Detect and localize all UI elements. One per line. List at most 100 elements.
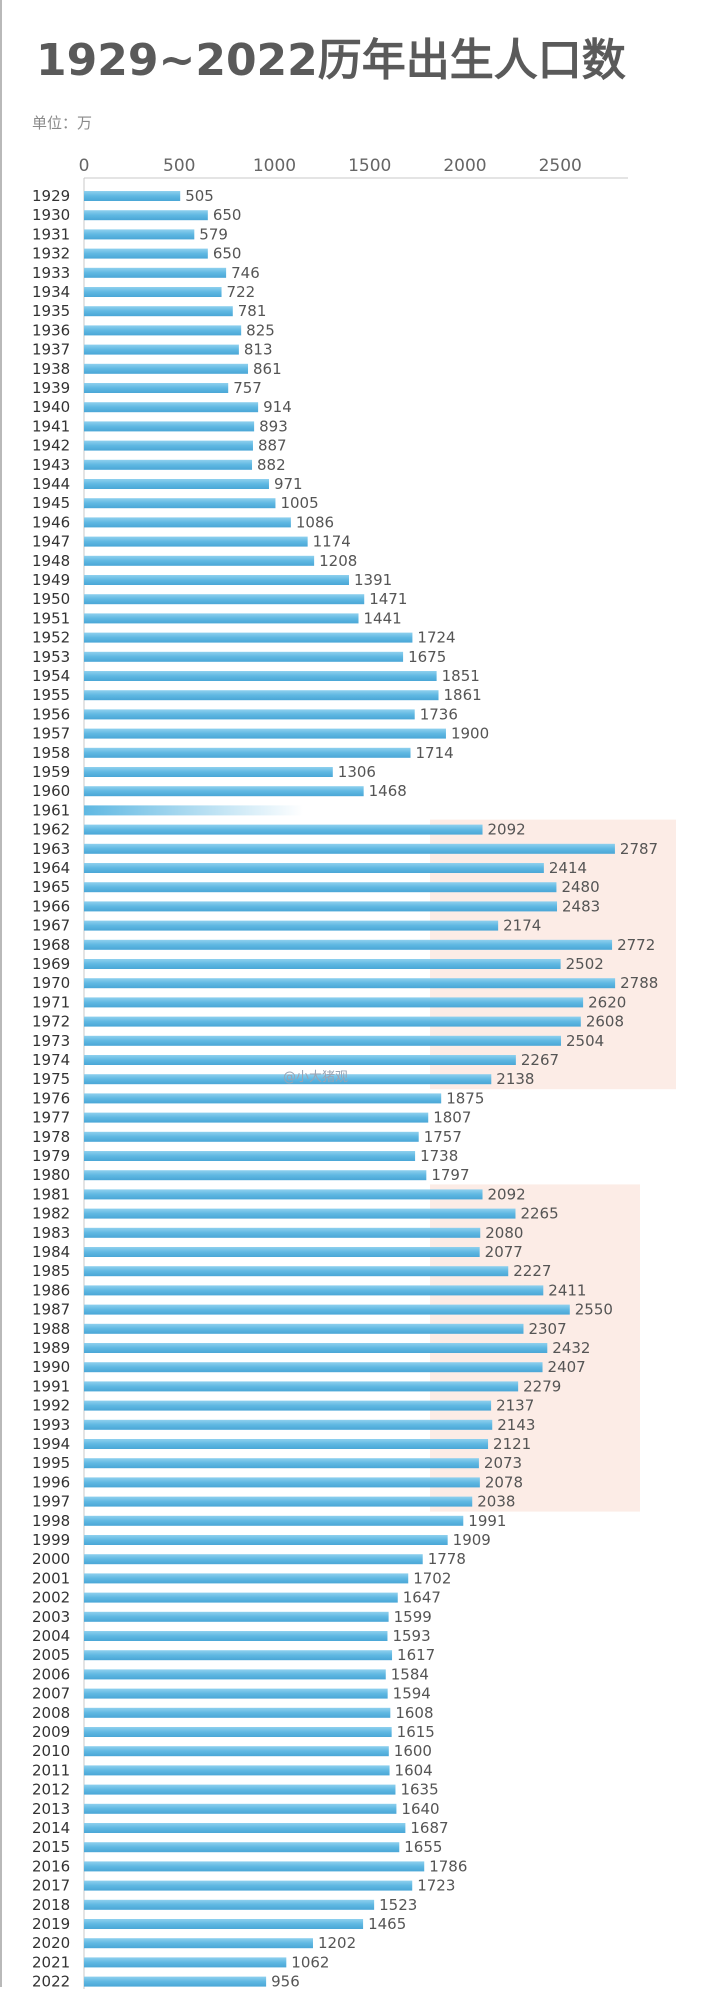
data-label: 2038 <box>477 1493 515 1511</box>
bar <box>84 1439 489 1449</box>
data-label: 1208 <box>319 552 357 570</box>
bar <box>84 267 227 278</box>
bar <box>84 613 359 624</box>
y-tick-label: 1962 <box>32 821 70 839</box>
bar <box>84 1535 448 1545</box>
data-label: 1757 <box>424 1128 462 1146</box>
data-label: 1786 <box>429 1857 467 1875</box>
bar <box>84 1016 581 1027</box>
y-tick-label: 1977 <box>32 1109 70 1127</box>
data-label: 1604 <box>395 1761 433 1779</box>
bar <box>84 1765 390 1776</box>
data-label: 2608 <box>586 1013 624 1031</box>
y-tick-label: 1966 <box>32 897 70 915</box>
y-tick-label: 1951 <box>32 609 70 627</box>
data-label: 2138 <box>496 1070 534 1088</box>
y-tick-label: 1959 <box>32 763 70 781</box>
bar <box>84 1112 429 1123</box>
bar <box>84 498 276 509</box>
y-tick-label: 1958 <box>32 744 70 762</box>
bar <box>84 517 291 528</box>
y-tick-label: 1999 <box>32 1531 70 1549</box>
data-label: 1736 <box>420 705 458 723</box>
y-tick-label: 1985 <box>32 1262 70 1280</box>
y-tick-label: 2002 <box>32 1589 70 1607</box>
y-tick-label: 1950 <box>32 590 70 608</box>
y-tick-label: 2001 <box>32 1569 70 1587</box>
bar <box>84 1323 524 1334</box>
y-tick-label: 1930 <box>32 206 70 224</box>
bar <box>84 1074 492 1085</box>
data-label: 2078 <box>485 1473 523 1491</box>
x-tick-label: 500 <box>163 156 195 176</box>
bar <box>84 1669 386 1680</box>
data-label: 1900 <box>451 725 489 743</box>
bar <box>84 1419 493 1430</box>
y-tick-label: 1969 <box>32 955 70 973</box>
data-label: 1600 <box>394 1742 432 1760</box>
y-tick-label: 2016 <box>32 1857 70 1875</box>
data-label: 2407 <box>548 1358 586 1376</box>
y-tick-label: 1965 <box>32 878 70 896</box>
bar <box>84 1170 427 1181</box>
data-label: 1687 <box>410 1819 448 1837</box>
data-label: 1724 <box>417 629 455 647</box>
y-tick-label: 1935 <box>32 302 70 320</box>
y-tick-label: 2015 <box>32 1838 70 1856</box>
bar <box>84 1304 570 1315</box>
data-label: 1675 <box>408 648 446 666</box>
data-label: 2121 <box>493 1435 531 1453</box>
bar <box>84 920 499 931</box>
data-label: 722 <box>227 283 256 301</box>
bar <box>84 421 255 432</box>
y-tick-label: 2000 <box>32 1550 70 1568</box>
bar <box>84 1093 442 1104</box>
y-tick-label: 1975 <box>32 1070 70 1088</box>
bar <box>84 671 437 681</box>
data-label: 650 <box>213 206 242 224</box>
y-tick-label: 1955 <box>32 686 70 704</box>
y-tick-label: 1987 <box>32 1301 70 1319</box>
data-label: 1991 <box>468 1512 506 1530</box>
bar <box>84 555 315 566</box>
data-label: 1174 <box>313 533 351 551</box>
y-tick-label: 1983 <box>32 1224 70 1242</box>
bar <box>84 1227 481 1238</box>
x-tick-label: 2500 <box>539 156 582 176</box>
bar <box>84 690 439 701</box>
data-label: 1617 <box>397 1646 435 1664</box>
y-tick-label: 1994 <box>32 1435 70 1453</box>
y-tick-label: 1967 <box>32 917 70 935</box>
data-label: 1714 <box>416 744 454 762</box>
data-label: 579 <box>199 225 228 243</box>
data-label: 1851 <box>442 667 480 685</box>
bar <box>84 344 239 355</box>
y-tick-label: 2003 <box>32 1608 70 1626</box>
data-label: 2137 <box>496 1397 534 1415</box>
bar <box>84 1554 423 1565</box>
bar <box>84 882 557 893</box>
data-label: 1640 <box>401 1800 439 1818</box>
y-tick-label: 1988 <box>32 1320 70 1338</box>
bar <box>84 229 195 240</box>
data-label: 1615 <box>397 1723 435 1741</box>
bar <box>84 325 242 336</box>
data-label: 1875 <box>446 1089 484 1107</box>
bar <box>84 1343 548 1353</box>
y-tick-label: 1996 <box>32 1473 70 1491</box>
data-label: 505 <box>185 187 214 205</box>
data-label: 825 <box>246 321 275 339</box>
bar <box>84 1285 544 1296</box>
bar <box>84 1823 406 1833</box>
data-label: 2411 <box>548 1281 586 1299</box>
bar <box>84 863 544 873</box>
bar <box>84 459 253 470</box>
x-tick-label: 1000 <box>253 156 296 176</box>
data-label: 2787 <box>620 840 658 858</box>
data-label: 1909 <box>453 1531 491 1549</box>
y-tick-label: 2011 <box>32 1761 70 1779</box>
y-tick-label: 1957 <box>32 725 70 743</box>
y-tick-label: 2008 <box>32 1704 70 1722</box>
bar <box>84 1400 492 1411</box>
bar <box>84 1707 391 1718</box>
